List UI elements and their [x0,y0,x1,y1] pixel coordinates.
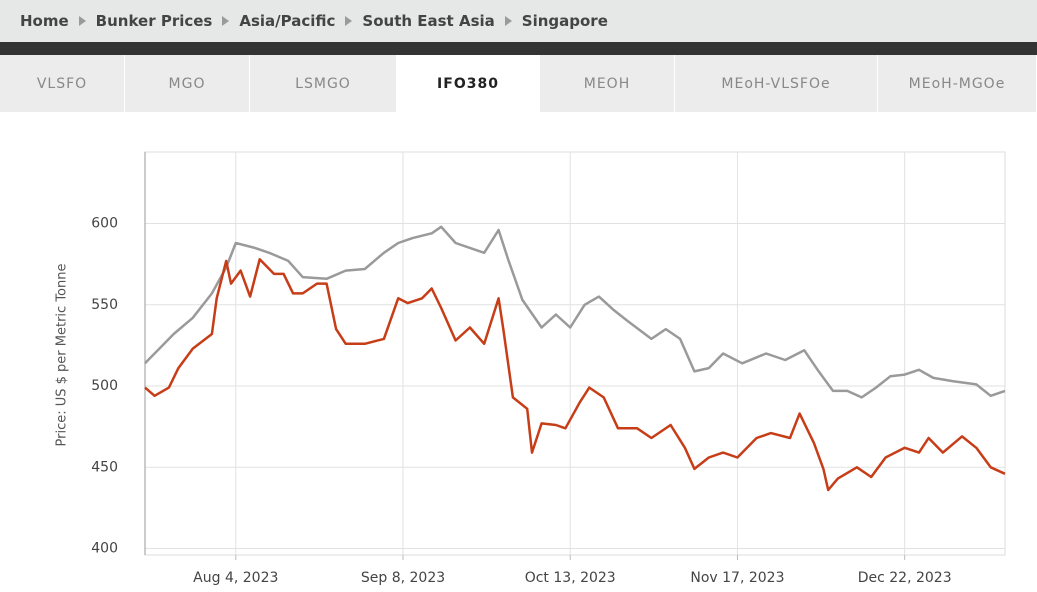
tab[interactable]: MGO [125,55,250,112]
y-tick-label: 450 [91,459,118,475]
tab[interactable]: MEoH-MGOe [878,55,1037,112]
x-tick-label: Nov 17, 2023 [690,570,784,586]
y-tick-label: 550 [91,297,118,313]
breadcrumb-link[interactable]: Asia/Pacific [239,12,336,30]
price-line [144,258,1006,492]
price-line [144,225,1006,399]
tab[interactable]: MEOH [540,55,675,112]
breadcrumb-link[interactable]: South East Asia [362,12,495,30]
breadcrumb-separator [504,16,512,26]
tab[interactable]: VLSFO [0,55,125,112]
x-tick-label: Oct 13, 2023 [525,570,616,586]
breadcrumb-separator [222,16,230,26]
breadcrumb-link[interactable]: Bunker Prices [95,12,213,30]
y-tick-label: 600 [91,216,118,232]
x-tick-label: Dec 22, 2023 [858,570,952,586]
tab-bar: VLSFO MGO LSMGO IFO380 MEOH MEoH-VLSFOe MEoH-M… [0,55,1037,112]
breadcrumb-separator [78,16,86,26]
tab[interactable]: MEoH-VLSFOe [675,55,878,112]
header-band [0,42,1037,55]
chart: Price: US $ per Metric Tonne 400 450 500 55… [55,151,1006,586]
breadcrumb-separator [345,16,353,26]
breadcrumb: Home Bunker Prices Asia/Pacific South East … [0,0,1037,42]
plot-area [144,151,1006,556]
x-tick-label: Sep 8, 2023 [361,570,445,586]
breadcrumb-link[interactable]: Home [20,12,69,30]
breadcrumb-link[interactable]: Singapore [521,12,608,30]
tab[interactable]: LSMGO [250,55,397,112]
y-axis-label: Price: US $ per Metric Tonne [55,264,70,447]
x-tick-label: Aug 4, 2023 [193,570,278,586]
tab[interactable]: IFO380 [397,55,540,112]
y-tick-label: 400 [91,541,118,557]
y-tick-label: 500 [91,378,118,394]
